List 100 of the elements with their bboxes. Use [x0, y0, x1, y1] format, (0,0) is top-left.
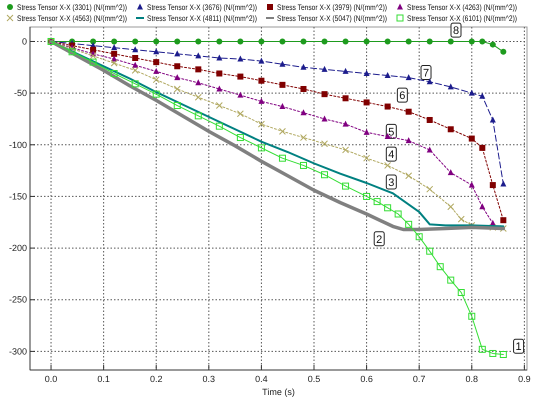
point [174, 63, 180, 70]
point [279, 38, 286, 44]
point [153, 68, 160, 74]
point [279, 103, 286, 110]
point [342, 146, 350, 154]
point [405, 172, 412, 180]
point [363, 154, 370, 162]
annotation: 6 [399, 90, 406, 102]
annotation: 5 [388, 126, 394, 138]
point [110, 60, 118, 67]
annotation: 4 [388, 149, 394, 162]
point [384, 162, 392, 169]
point [300, 64, 306, 70]
point [216, 122, 223, 130]
point [342, 182, 350, 190]
point [322, 91, 328, 98]
point [416, 233, 423, 240]
point [394, 210, 402, 218]
point [468, 312, 476, 320]
point [426, 78, 433, 84]
point [468, 90, 475, 96]
legend-label: Stress Tensor X-X (4263) (N/(mm^2)) [407, 3, 540, 12]
point [300, 134, 307, 142]
point [436, 263, 444, 270]
point [322, 66, 328, 72]
point [342, 95, 349, 102]
point [479, 203, 486, 210]
point [236, 110, 244, 118]
x-tick-label: 0.1 [97, 374, 110, 384]
point [300, 109, 306, 116]
point [364, 99, 370, 106]
point [195, 79, 202, 86]
point [458, 289, 465, 296]
point [384, 72, 391, 78]
point [216, 102, 223, 110]
point [279, 82, 286, 88]
y-tick-label: -50 [14, 88, 27, 98]
point [152, 76, 160, 84]
point [426, 186, 434, 193]
point [447, 203, 454, 210]
point [194, 112, 202, 120]
legend-label: Stress Tensor X-X (4811) (N/(mm^2)) [147, 14, 278, 23]
point [448, 126, 454, 132]
point [300, 162, 307, 169]
point [216, 85, 222, 92]
point [111, 38, 118, 44]
point [236, 134, 244, 142]
point [479, 38, 486, 44]
y-tick-label: -150 [8, 191, 27, 202]
point [479, 92, 486, 99]
point [364, 70, 370, 76]
point [447, 276, 454, 284]
point [90, 52, 97, 60]
point [500, 217, 506, 224]
point [490, 116, 496, 122]
point [258, 120, 265, 128]
x-tick-label: 0.9 [518, 374, 531, 384]
annotation: 3 [388, 176, 394, 189]
point [216, 54, 222, 60]
point [342, 38, 349, 44]
point [500, 351, 507, 358]
point [406, 74, 412, 80]
legend-label: Stress Tensor X-X (6101) (N/(mm^2)) [407, 14, 540, 23]
point [384, 38, 391, 44]
point [258, 58, 264, 64]
point [468, 182, 475, 188]
point [174, 50, 180, 56]
point [258, 38, 264, 44]
point [406, 38, 412, 44]
point [406, 108, 412, 115]
point [468, 38, 475, 44]
point [258, 98, 264, 104]
point [237, 74, 244, 80]
point [406, 137, 412, 144]
point [174, 74, 180, 80]
point [426, 116, 433, 123]
point [153, 59, 160, 66]
point [174, 102, 181, 110]
point [321, 171, 328, 178]
point [500, 180, 506, 187]
point [68, 48, 76, 56]
point [364, 128, 370, 135]
point [111, 44, 118, 50]
point [364, 38, 370, 44]
point [363, 192, 370, 200]
y-tick-label: -250 [8, 294, 27, 305]
point [195, 52, 202, 58]
point [448, 38, 454, 44]
point [237, 38, 244, 44]
point [322, 115, 328, 122]
x-tick-label: 0.3 [202, 374, 216, 384]
point [490, 182, 496, 188]
point [152, 90, 160, 98]
x-tick-label: 0.6 [360, 374, 373, 384]
point [300, 38, 306, 44]
point [237, 56, 244, 62]
y-tick-label: -300 [8, 346, 27, 356]
point [384, 204, 392, 212]
point [448, 169, 454, 176]
point [90, 58, 97, 66]
